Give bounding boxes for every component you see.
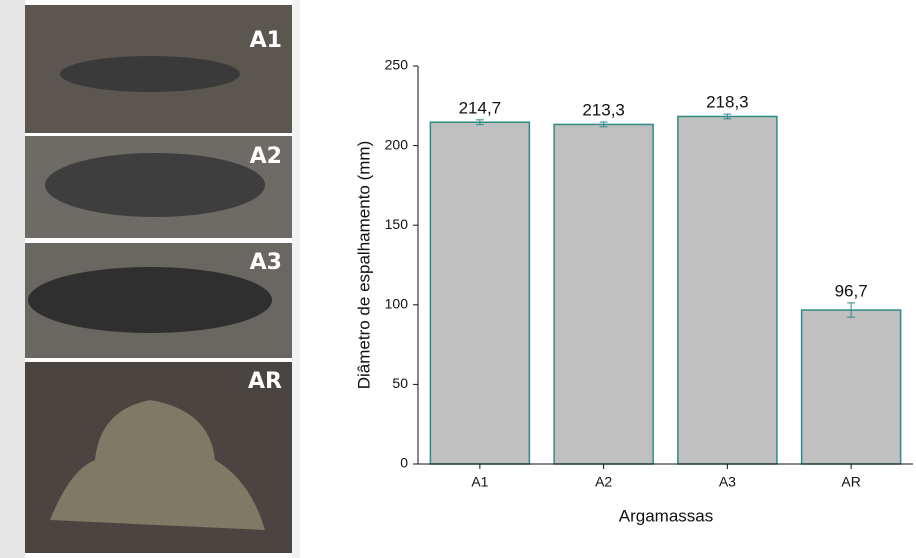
- y-tick-label: 50: [392, 375, 408, 391]
- bar: [677, 115, 778, 465]
- photo-label: AR: [248, 369, 282, 394]
- bar: [429, 121, 531, 465]
- y-tick-label: 100: [385, 296, 409, 312]
- photo-label: A2: [250, 144, 282, 169]
- photo-panel: A1 A2 A3 AR: [25, 5, 292, 553]
- error-bar: [723, 113, 732, 120]
- y-axis-title: Diâmetro de espalhamento (mm): [354, 141, 373, 389]
- margin: [292, 0, 300, 558]
- error-bar: [847, 302, 856, 318]
- photo-spread: [60, 56, 240, 92]
- value-label: 214,7: [459, 98, 502, 117]
- x-tick-label: A1: [471, 474, 488, 490]
- x-tick-label: A2: [595, 474, 612, 490]
- x-tick-label: AR: [841, 474, 860, 490]
- photo-spread: [28, 267, 272, 333]
- photo-label: A1: [250, 28, 282, 53]
- value-label: 96,7: [835, 281, 868, 300]
- y-tick-label: 250: [385, 57, 409, 73]
- y-tick-label: 150: [385, 216, 409, 232]
- error-bar: [599, 121, 608, 128]
- y-tick-label: 0: [400, 455, 408, 471]
- photo-spread: [45, 153, 265, 217]
- bar: [553, 123, 654, 465]
- margin: [0, 0, 25, 558]
- y-tick-label: 200: [385, 136, 409, 152]
- x-axis-title: Argamassas: [619, 506, 713, 525]
- value-label: 218,3: [706, 93, 749, 112]
- photo-label: A3: [250, 250, 282, 275]
- value-label: 213,3: [582, 101, 625, 120]
- photo-pile: [50, 400, 265, 530]
- bar: [800, 309, 902, 465]
- error-bar: [475, 119, 484, 126]
- x-tick-label: A3: [719, 474, 736, 490]
